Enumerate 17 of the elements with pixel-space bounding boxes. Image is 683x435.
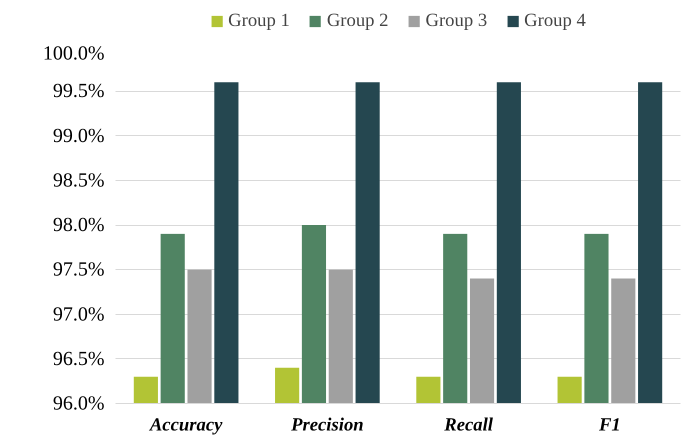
- y-tick-label: 98.0%: [52, 214, 105, 236]
- legend-label: Group 4: [524, 10, 586, 32]
- legend-label: Group 3: [426, 10, 488, 32]
- y-tick-label: 97.0%: [52, 303, 105, 326]
- x-tick-label: F1: [598, 414, 621, 435]
- x-tick-label: Accuracy: [148, 414, 224, 435]
- y-tick-label: 99.5%: [52, 80, 105, 102]
- x-tick-label: Recall: [443, 414, 494, 435]
- y-tick-label: 97.5%: [52, 258, 105, 281]
- y-tick-label: 96.0%: [52, 392, 105, 414]
- legend-label: Group 1: [228, 10, 290, 32]
- y-tick-label: 100.0%: [42, 42, 105, 64]
- legend-label: Group 2: [326, 10, 388, 32]
- y-tick-label: 99.0%: [52, 124, 105, 147]
- x-tick-label: Precision: [290, 414, 364, 435]
- y-tick-label: 96.5%: [52, 348, 105, 370]
- y-tick-label: 98.5%: [52, 169, 105, 192]
